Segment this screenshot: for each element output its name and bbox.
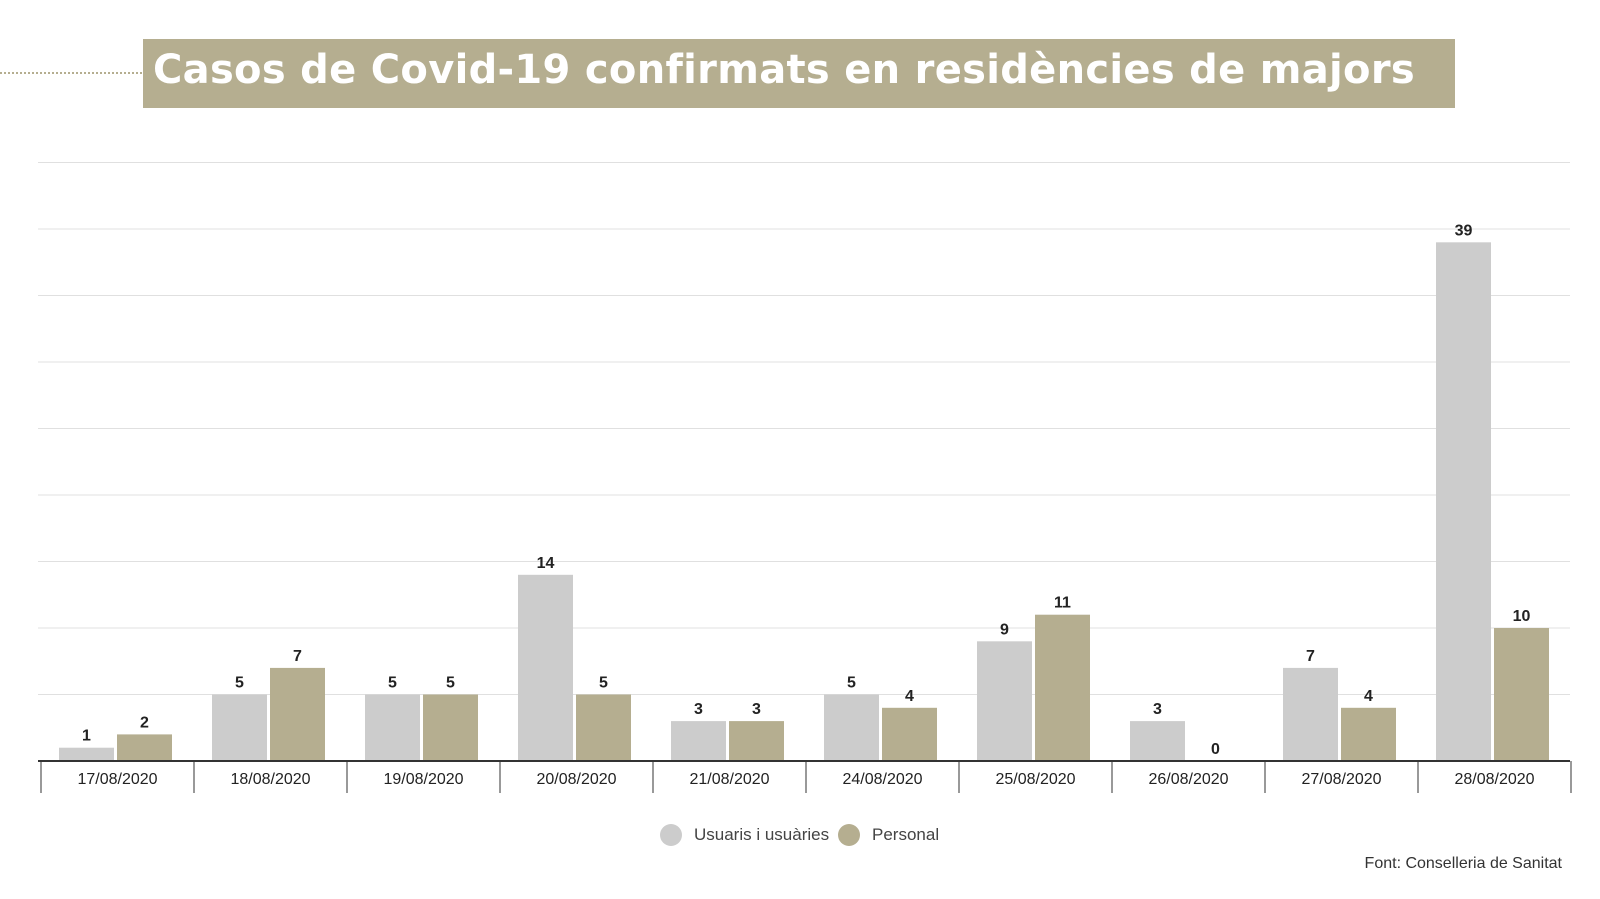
chart-title: Casos de Covid-19 confirmats en residènc… [153, 47, 1415, 93]
bar-usuaris-8 [1283, 667, 1338, 761]
data-label-usuaris-6: 9 [1000, 621, 1009, 638]
bar-usuaris-5 [824, 694, 879, 761]
data-label-personal-0: 2 [140, 714, 149, 731]
data-label-personal-5: 4 [905, 688, 914, 705]
data-label-personal-8: 4 [1364, 688, 1373, 705]
bar-usuaris-2 [365, 694, 420, 761]
x-tick-label-1: 18/08/2020 [230, 771, 310, 788]
bar-personal-1 [270, 667, 325, 761]
x-tick-label-8: 27/08/2020 [1301, 771, 1381, 788]
data-label-usuaris-9: 39 [1455, 222, 1473, 239]
data-label-usuaris-3: 14 [537, 555, 555, 572]
data-label-personal-2: 5 [446, 675, 455, 692]
data-label-personal-7: 0 [1211, 741, 1220, 758]
data-label-personal-3: 5 [599, 675, 608, 692]
data-label-personal-6: 11 [1054, 595, 1071, 612]
legend-swatch-personal [838, 824, 860, 846]
bar-usuaris-0 [59, 747, 114, 761]
data-label-usuaris-2: 5 [388, 675, 397, 692]
x-tick-label-5: 24/08/2020 [842, 771, 922, 788]
bar-personal-5 [882, 707, 937, 761]
legend-item-personal: Personal [838, 824, 939, 846]
legend: Usuaris i usuàries Personal [0, 824, 1600, 854]
x-tick-label-0: 17/08/2020 [77, 771, 157, 788]
bar-usuaris-7 [1130, 721, 1185, 761]
bar-usuaris-6 [977, 641, 1032, 761]
data-label-usuaris-5: 5 [847, 675, 856, 692]
bar-usuaris-1 [212, 694, 267, 761]
data-label-usuaris-8: 7 [1306, 648, 1315, 665]
data-label-usuaris-4: 3 [694, 701, 703, 718]
data-label-personal-4: 3 [752, 701, 761, 718]
title-dotted-leader [0, 72, 142, 74]
bar-usuaris-4 [671, 721, 726, 761]
source-credit: Font: Conselleria de Sanitat [1364, 855, 1562, 872]
bar-personal-9 [1494, 628, 1549, 761]
x-tick-label-7: 26/08/2020 [1148, 771, 1228, 788]
legend-swatch-usuaris [660, 824, 682, 846]
title-banner: Casos de Covid-19 confirmats en residènc… [143, 39, 1455, 108]
legend-label-usuaris: Usuaris i usuàries [694, 825, 830, 844]
x-tick-label-4: 21/08/2020 [689, 771, 769, 788]
bar-personal-2 [423, 694, 478, 761]
data-label-usuaris-0: 1 [82, 728, 91, 745]
data-label-personal-9: 10 [1513, 608, 1531, 625]
legend-item-usuaris: Usuaris i usuàries [660, 824, 829, 846]
x-tick-label-3: 20/08/2020 [536, 771, 616, 788]
bar-usuaris-3 [518, 574, 573, 761]
data-label-personal-1: 7 [293, 648, 302, 665]
x-tick-label-6: 25/08/2020 [995, 771, 1075, 788]
bar-personal-3 [576, 694, 631, 761]
x-tick-label-2: 19/08/2020 [383, 771, 463, 788]
bar-personal-8 [1341, 707, 1396, 761]
x-tick-label-9: 28/08/2020 [1454, 771, 1534, 788]
legend-label-personal: Personal [872, 825, 940, 844]
bar-personal-0 [117, 734, 172, 761]
bar-personal-6 [1035, 614, 1090, 761]
data-label-usuaris-1: 5 [235, 675, 244, 692]
data-label-usuaris-7: 3 [1153, 701, 1162, 718]
bar-personal-4 [729, 721, 784, 761]
bar-usuaris-9 [1436, 242, 1491, 762]
